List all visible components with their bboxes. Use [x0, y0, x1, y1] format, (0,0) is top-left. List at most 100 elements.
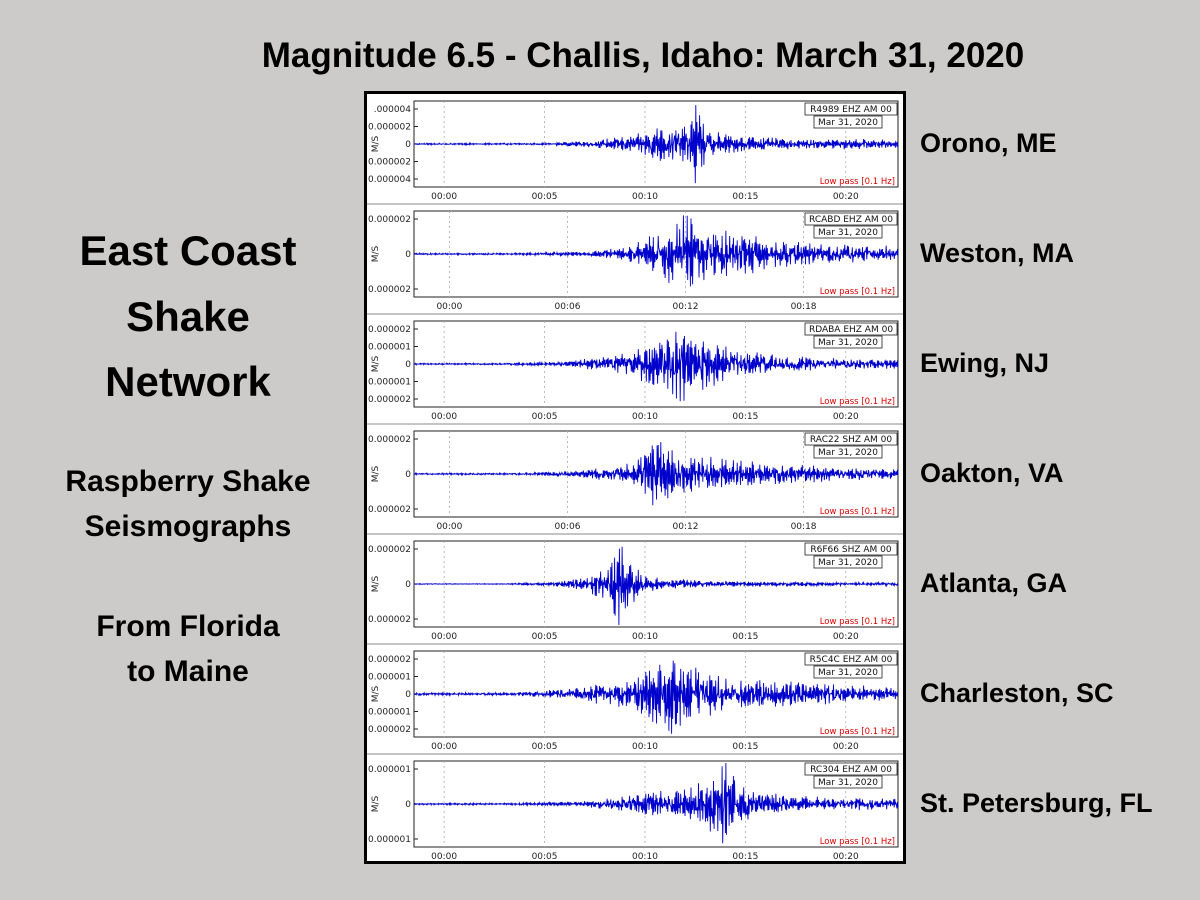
seismograph-panel: 0.000002 0 0.000002 M/S 00:00 00:06 00:12 00:18…: [367, 203, 903, 312]
x-tick-label: 00:10: [632, 742, 658, 752]
channel-label: R5C4C EHZ AM 00: [810, 655, 893, 665]
y-tick-label: 0: [405, 140, 411, 150]
channel-label: R6F66 SHZ AM 00: [810, 545, 891, 555]
y-tick-label: 0.000002: [368, 215, 411, 225]
y-tick-label: 0.000002: [368, 435, 411, 445]
x-tick-label: 00:00: [431, 852, 457, 861]
subtitle-line-1: Raspberry Shake: [65, 465, 311, 498]
seismograph-panel: 0.000002 0.000001 0 0.000001 0.000002 M/S 00:0…: [367, 643, 903, 752]
y-tick-label: 0: [405, 360, 411, 370]
x-tick-label: 00:10: [632, 412, 658, 422]
channel-label: RC304 EHZ AM 00: [810, 765, 892, 775]
y-axis-label: M/S: [371, 795, 381, 812]
x-tick-label: 00:15: [732, 742, 758, 752]
x-tick-label: 00:05: [532, 412, 558, 422]
filter-label: Low pass [0.1 Hz]: [820, 837, 895, 847]
network-name-line-2: Shake: [126, 293, 250, 340]
channel-box: [804, 762, 898, 776]
y-tick-label: 0.000001: [368, 765, 411, 775]
x-tick-label: 00:06: [554, 522, 580, 532]
x-tick-label: 00:00: [431, 742, 457, 752]
seismograph-panels: .000004 0.000002 0 0.000002 0.000004 M/S 00:00…: [367, 100, 903, 861]
y-tick-label: 0: [405, 800, 411, 810]
x-tick-label: 00:05: [532, 632, 558, 642]
left-panel: East Coast Shake Network Raspberry Shake…: [0, 0, 376, 900]
slide-title: Magnitude 6.5 - Challis, Idaho: March 31…: [261, 36, 1025, 75]
x-tick-label: 00:18: [791, 302, 817, 312]
network-name-line-3: Network: [105, 358, 271, 405]
x-tick-label: 00:15: [732, 192, 758, 202]
y-tick-label: 0.000001: [368, 343, 411, 353]
channel-label: RCABD EHZ AM 00: [809, 215, 893, 225]
date-label: Mar 31, 2020: [818, 558, 878, 568]
y-axis-label: M/S: [371, 685, 381, 702]
x-tick-label: 00:15: [732, 412, 758, 422]
y-tick-label: 0.000002: [368, 325, 411, 335]
x-tick-label: 00:15: [732, 632, 758, 642]
y-tick-label: .000004: [374, 105, 411, 115]
seismograph-frame: .000004 0.000002 0 0.000002 0.000004 M/S 00:00…: [364, 91, 906, 864]
x-tick-label: 00:00: [431, 412, 457, 422]
seismogram-trace: [413, 546, 899, 626]
x-tick-label: 00:05: [532, 192, 558, 202]
filter-label: Low pass [0.1 Hz]: [820, 287, 895, 297]
station-label: Charleston, SC: [920, 678, 1114, 708]
x-tick-label: 00:20: [833, 852, 859, 861]
date-box: [813, 775, 883, 789]
seismogram-trace: [413, 660, 899, 734]
seismograph-panel: 0.000002 0 0.000002 M/S 00:00 00:06 00:12 00:18…: [367, 423, 903, 532]
x-tick-label: 00:20: [833, 632, 859, 642]
seismogram-trace: [413, 762, 899, 844]
y-tick-label: 0.000002: [368, 655, 411, 665]
x-tick-label: 00:20: [833, 412, 859, 422]
date-box: [813, 665, 883, 679]
y-tick-label: 0.000002: [368, 123, 411, 133]
filter-label: Low pass [0.1 Hz]: [820, 177, 895, 187]
y-axis-label: M/S: [371, 135, 381, 152]
channel-box: [804, 322, 898, 336]
station-label: St. Petersburg, FL: [920, 788, 1153, 818]
date-label: Mar 31, 2020: [818, 338, 878, 348]
y-tick-label: 0.000002: [368, 545, 411, 555]
date-box: [813, 115, 883, 129]
date-box: [813, 445, 883, 459]
seismograph-panel: 0.000002 0.000001 0 0.000001 0.000002 M/S 00:0…: [367, 313, 903, 422]
station-label: Atlanta, GA: [920, 568, 1068, 598]
y-tick-label: 0.000002: [368, 505, 411, 515]
channel-label: RDABA EHZ AM 00: [809, 325, 893, 335]
y-tick-label: 0: [405, 250, 411, 260]
x-tick-label: 00:18: [791, 522, 817, 532]
seismogram-trace: [413, 331, 899, 402]
y-tick-label: 0.000002: [368, 725, 411, 735]
filter-label: Low pass [0.1 Hz]: [820, 507, 895, 517]
y-tick-label: 0.000001: [368, 835, 411, 845]
y-tick-label: 0.000001: [368, 673, 411, 683]
subtitle-line-2: Seismographs: [84, 510, 292, 543]
x-tick-label: 00:10: [632, 852, 658, 861]
x-tick-label: 00:00: [431, 192, 457, 202]
y-axis-label: M/S: [371, 465, 381, 482]
y-tick-label: 0: [405, 690, 411, 700]
channel-box: [804, 102, 898, 116]
x-tick-label: 00:10: [632, 192, 658, 202]
channel-label: R4989 EHZ AM 00: [810, 105, 892, 115]
station-label: Oakton, VA: [920, 458, 1064, 488]
channel-box: [804, 212, 898, 226]
y-axis-label: M/S: [371, 575, 381, 592]
network-name-line-1: East Coast: [79, 227, 297, 274]
channel-box: [804, 542, 898, 556]
x-tick-label: 00:00: [436, 302, 462, 312]
seismograph-panel: 0.000002 0 0.000002 M/S 00:00 00:05 00:10 00:15…: [367, 533, 903, 642]
station-label: Weston, MA: [920, 238, 1074, 268]
x-tick-label: 00:20: [833, 192, 859, 202]
x-tick-label: 00:15: [732, 852, 758, 861]
date-label: Mar 31, 2020: [818, 118, 878, 128]
channel-box: [804, 432, 898, 446]
channel-box: [804, 652, 898, 666]
range-line-2: to Maine: [127, 655, 249, 688]
y-tick-label: 0: [405, 580, 411, 590]
filter-label: Low pass [0.1 Hz]: [820, 617, 895, 627]
x-tick-label: 00:20: [833, 742, 859, 752]
seismogram-trace: [413, 442, 899, 506]
x-tick-label: 00:12: [673, 302, 699, 312]
